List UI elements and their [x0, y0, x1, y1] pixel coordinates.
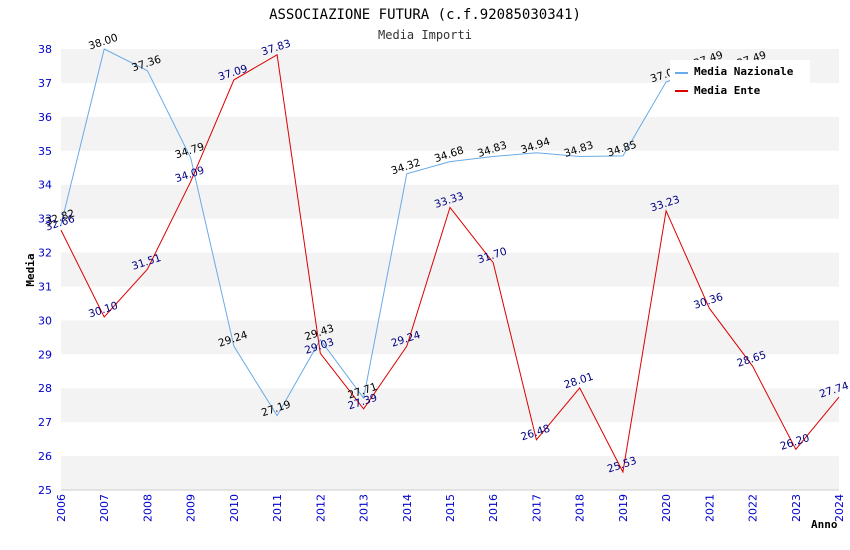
grid-band — [61, 354, 839, 389]
y-tick-label: 35 — [38, 145, 52, 158]
x-axis-title: Anno — [811, 518, 838, 531]
legend-label-ente: Media Ente — [694, 84, 761, 97]
grid-band — [61, 286, 839, 321]
y-tick-label: 30 — [38, 314, 52, 327]
y-tick-label: 27 — [38, 416, 52, 429]
grid-band — [61, 252, 839, 287]
x-tick-label: 2021 — [703, 494, 716, 522]
y-axis-title: Media — [24, 253, 37, 286]
x-tick-label: 2006 — [55, 494, 68, 522]
y-tick-label: 28 — [38, 382, 52, 395]
grid-bands — [61, 49, 839, 491]
y-tick-label: 29 — [38, 348, 52, 361]
grid-band — [61, 150, 839, 185]
x-tick-label: 2023 — [790, 494, 803, 522]
legend-box — [670, 60, 810, 101]
grid-band — [61, 320, 839, 355]
legend-label-nazionale: Media Nazionale — [694, 65, 794, 78]
y-tick-label: 37 — [38, 77, 52, 90]
legend: Media Nazionale Media Ente — [670, 60, 810, 101]
x-tick-label: 2016 — [487, 494, 500, 522]
chart-title: ASSOCIAZIONE FUTURA (c.f.92085030341) — [269, 7, 581, 23]
x-tick-label: 2010 — [228, 494, 241, 522]
y-tick-label: 26 — [38, 450, 52, 463]
y-tick-label: 32 — [38, 247, 52, 260]
y-tick-label: 34 — [38, 179, 52, 192]
x-tick-label: 2019 — [617, 494, 630, 522]
x-tick-label: 2014 — [401, 494, 414, 522]
x-tick-label: 2009 — [185, 494, 198, 522]
x-tick-label: 2008 — [141, 494, 154, 522]
x-tick-label: 2020 — [660, 494, 673, 522]
x-tick-label: 2012 — [314, 494, 327, 522]
x-tick-label: 2018 — [574, 494, 587, 522]
series-line-nazionale — [60, 48, 753, 417]
grid-band — [61, 116, 839, 151]
series-lines — [60, 48, 840, 474]
grid-band — [61, 184, 839, 219]
series-line-ente — [60, 53, 840, 474]
y-axis-ticks: 25 26 27 28 29 30 31 32 33 34 35 36 37 38 — [38, 43, 52, 497]
grid-band — [61, 422, 839, 457]
x-tick-label: 2024 — [833, 494, 846, 522]
y-tick-label: 25 — [38, 484, 52, 497]
y-tick-label: 31 — [38, 280, 52, 293]
x-tick-label: 2017 — [530, 494, 543, 522]
y-tick-label: 33 — [38, 213, 52, 226]
grid-band — [61, 456, 839, 490]
chart-subtitle: Media Importi — [378, 28, 472, 42]
y-tick-label: 36 — [38, 111, 52, 124]
grid-band — [61, 388, 839, 423]
x-tick-label: 2011 — [271, 494, 284, 522]
x-tick-label: 2013 — [358, 494, 371, 522]
x-tick-label: 2022 — [747, 494, 760, 522]
x-tick-label: 2007 — [98, 494, 111, 522]
y-tick-label: 38 — [38, 43, 52, 56]
grid-band — [61, 218, 839, 253]
x-tick-label: 2015 — [444, 494, 457, 522]
x-axis-ticks: 2006 2007 2008 2009 2010 2011 2012 2013 2014 2015… — [55, 494, 846, 522]
